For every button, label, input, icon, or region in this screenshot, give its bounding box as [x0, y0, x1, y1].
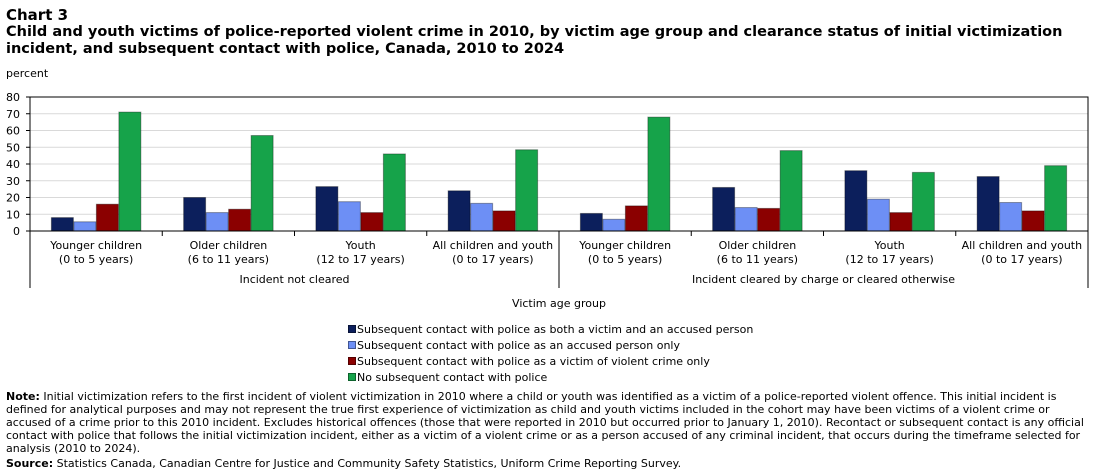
legend-swatch [348, 373, 356, 381]
x-tick-label-sub: (0 to 17 years) [981, 253, 1062, 266]
note-text: Initial victimization refers to the firs… [6, 390, 1084, 456]
group-label: Incident not cleared [239, 273, 349, 286]
chart-title: Child and youth victims of police-report… [6, 24, 1063, 57]
bar [382, 153, 406, 232]
bar [183, 197, 207, 232]
y-tick-label: 30 [6, 175, 20, 188]
source-text: Statistics Canada, Canadian Centre for J… [56, 457, 682, 470]
x-tick-label-sub: (0 to 5 years) [59, 253, 133, 266]
bar [205, 212, 229, 232]
bar [337, 201, 361, 232]
x-tick-label-sub: (6 to 11 years) [188, 253, 269, 266]
legend-item: Subsequent contact with police as both a… [348, 321, 753, 337]
bar [1044, 165, 1068, 232]
x-tick-label-sub: (0 to 17 years) [452, 253, 533, 266]
x-tick-label-sub: (12 to 17 years) [316, 253, 404, 266]
y-tick-label: 20 [6, 192, 20, 205]
bar [492, 210, 516, 232]
bar [866, 198, 890, 232]
chart-label: Chart 3 [6, 6, 69, 24]
legend-swatch [348, 325, 356, 333]
bar [999, 202, 1023, 232]
x-tick-label-sub: (12 to 17 years) [845, 253, 933, 266]
legend-label: Subsequent contact with police as both a… [357, 322, 754, 336]
x-tick-label-sub: (6 to 11 years) [717, 253, 798, 266]
y-tick-label: 10 [6, 208, 20, 221]
chart-note: Note: Initial victimization refers to th… [6, 390, 1088, 455]
bar [515, 149, 539, 232]
x-tick-label: Older children [190, 239, 268, 252]
bar [1021, 210, 1045, 232]
chart-source: Source: Statistics Canada, Canadian Cent… [6, 457, 681, 470]
x-tick-label: All children and youth [962, 239, 1082, 252]
y-tick-label: 0 [13, 225, 20, 238]
bar [911, 171, 935, 232]
y-tick-label: 70 [6, 108, 20, 121]
x-tick-label: Youth [345, 239, 376, 252]
bar [73, 221, 97, 232]
x-tick-label: Youth [874, 239, 905, 252]
chart-legend: Subsequent contact with police as both a… [348, 321, 753, 385]
x-tick-label: All children and youth [433, 239, 553, 252]
bar [118, 111, 142, 232]
legend-label: Subsequent contact with police as a vict… [357, 354, 710, 368]
y-axis-unit-label: percent [6, 67, 49, 80]
bar [757, 207, 781, 232]
legend-swatch [348, 341, 356, 349]
y-tick-label: 80 [6, 91, 20, 104]
y-tick-label: 50 [6, 141, 20, 154]
legend-item: Subsequent contact with police as an acc… [348, 337, 753, 353]
bar [844, 170, 868, 232]
bar [889, 212, 913, 232]
bar [647, 116, 671, 232]
y-tick-label: 40 [6, 158, 20, 171]
source-label: Source: [6, 457, 54, 470]
x-tick-label: Older children [719, 239, 797, 252]
bar [315, 186, 339, 232]
y-tick-label: 60 [6, 125, 20, 138]
legend-item: Subsequent contact with police as a vict… [348, 353, 753, 369]
bar [95, 203, 119, 232]
bar [360, 212, 384, 232]
bar [470, 202, 494, 232]
bar [976, 176, 1000, 232]
legend-swatch [348, 357, 356, 365]
legend-label: No subsequent contact with police [357, 370, 548, 384]
legend-label: Subsequent contact with police as an acc… [357, 338, 681, 352]
legend-item: No subsequent contact with police [348, 369, 753, 385]
bar [50, 217, 74, 232]
x-tick-label: Younger children [578, 239, 671, 252]
group-label: Incident cleared by charge or cleared ot… [692, 273, 955, 286]
bar [579, 212, 603, 232]
bar [602, 218, 626, 232]
bar [447, 190, 471, 232]
bar [779, 150, 803, 232]
bar [228, 208, 252, 232]
bar [250, 135, 274, 232]
x-axis-title: Victim age group [512, 297, 606, 310]
note-label: Note: [6, 390, 40, 403]
bar [712, 186, 736, 232]
x-tick-label-sub: (0 to 5 years) [588, 253, 662, 266]
x-tick-label: Younger children [49, 239, 142, 252]
bar [734, 207, 758, 232]
bar [624, 205, 648, 232]
